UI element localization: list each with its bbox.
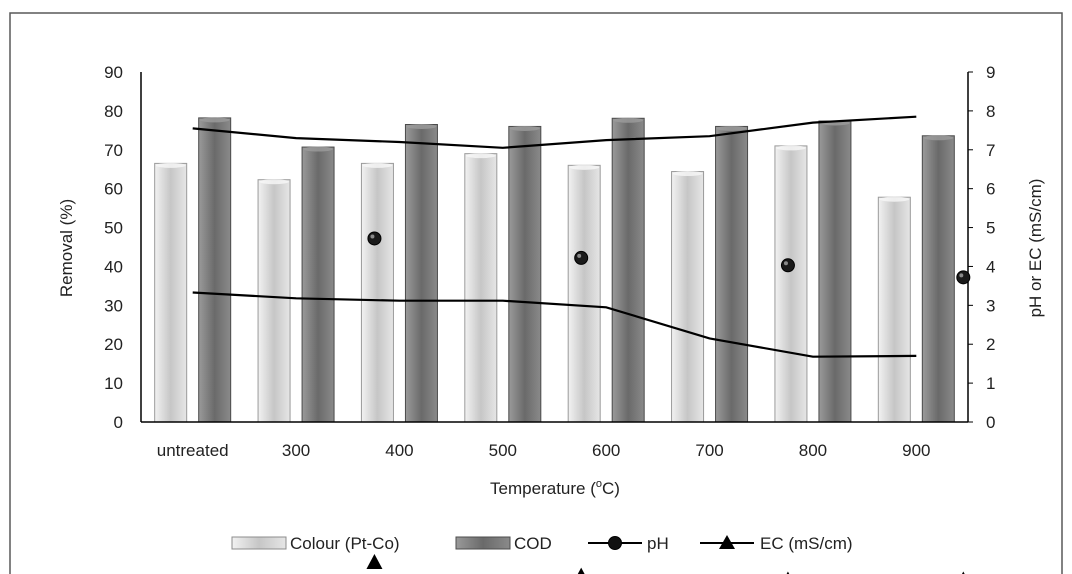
y2-tick-label-1: 1 [986,374,995,393]
bar-cod-700 [715,125,749,423]
marker-ph-highlight-600 [577,253,582,258]
y-axis-right-ticks: 0 1 2 3 4 5 6 7 8 9 [968,63,995,432]
bar-colour-untreated [154,162,188,423]
y2-tick-label-8: 8 [986,102,995,121]
x-tick-label-900: 900 [902,441,930,460]
y-tick-label-50: 50 [104,219,123,238]
bar-cap-colour-untreated [155,162,186,168]
y2-tick-label-2: 2 [986,335,995,354]
bar-cod-400 [404,124,438,423]
marker-ec-600 [577,567,585,574]
marker-ec-900 [961,571,965,574]
marker-ph-highlight-900 [959,273,964,278]
y-axis-title: Removal (%) [57,199,76,297]
x-tick-label-untreated: untreated [157,441,229,460]
series-lines [192,115,917,358]
bar-colour-800 [774,145,808,423]
y2-tick-label-4: 4 [986,257,995,276]
y2-tick-label-0: 0 [986,413,995,432]
bar-cap-cod-900 [923,135,954,141]
marker-ph-800 [780,258,795,273]
marker-ph-highlight-400 [370,234,375,239]
y2-tick-label-7: 7 [986,141,995,160]
bar-colour-600 [567,164,601,423]
bar-cod-900 [921,135,955,423]
marker-ph-900 [956,270,971,285]
y-tick-label-90: 90 [104,63,123,82]
legend-marker-ph [608,536,622,550]
bar-cap-colour-500 [465,153,496,159]
marker-ec-800 [786,571,790,574]
bar-cod-300 [301,146,335,423]
x-tick-label-400: 400 [385,441,413,460]
bar-cap-colour-700 [672,171,703,177]
marker-ph-400 [367,231,382,246]
bar-cap-colour-900 [879,196,910,202]
line-ph [192,115,917,149]
bar-cap-cod-700 [716,125,747,131]
bars [154,117,955,423]
x-tick-label-500: 500 [489,441,517,460]
bar-cap-colour-800 [775,145,806,151]
marker-ph-600 [574,250,589,265]
legend-label-cod: COD [514,534,552,553]
marker-ec-400 [366,554,383,569]
marker-ph-highlight-800 [783,261,788,266]
x-axis-title: Temperature (oC) [490,478,620,498]
x-axis-ticks: untreated 300 400 500 600 700 800 900 [157,441,931,460]
legend-swatch-colour [231,536,287,550]
y2-tick-label-5: 5 [986,219,995,238]
bar-colour-300 [257,179,291,423]
y-tick-label-80: 80 [104,102,123,121]
x-tick-label-700: 700 [695,441,723,460]
y-tick-label-10: 10 [104,374,123,393]
legend-label-ec: EC (mS/cm) [760,534,853,553]
y-tick-label-0: 0 [114,413,123,432]
x-tick-label-800: 800 [799,441,827,460]
y-tick-label-20: 20 [104,335,123,354]
bar-cap-cod-untreated [199,117,230,123]
legend-marker-ec [719,535,735,549]
legend-label-colour: Colour (Pt-Co) [290,534,400,553]
y-tick-label-70: 70 [104,141,123,160]
bar-cap-cod-300 [303,146,334,152]
bar-colour-900 [877,196,911,423]
y-tick-label-60: 60 [104,180,123,199]
series-markers [366,231,971,574]
bar-colour-400 [360,162,394,423]
y-tick-label-30: 30 [104,296,123,315]
y2-tick-label-3: 3 [986,296,995,315]
y2-tick-label-6: 6 [986,180,995,199]
bar-colour-700 [671,171,705,423]
bar-cap-cod-400 [406,124,437,129]
legend-swatch-cod [455,536,511,550]
bar-cod-500 [508,125,542,423]
x-axis-title-superscript: o [596,478,602,490]
x-axis-title-main: Temperature ( [490,479,596,498]
bar-colour-500 [464,153,498,423]
bar-cap-colour-300 [259,179,290,185]
line-ec [192,291,917,358]
chart-border [9,12,1063,574]
bar-cap-colour-400 [362,162,393,168]
legend-label-ph: pH [647,534,669,553]
y2-axis-title: pH or EC (mS/cm) [1026,179,1045,318]
x-tick-label-600: 600 [592,441,620,460]
bar-cod-untreated [198,117,232,423]
x-tick-label-300: 300 [282,441,310,460]
y-axis-left-ticks: 0 10 20 30 40 50 60 70 80 90 [104,63,123,432]
y2-tick-label-9: 9 [986,63,995,82]
y-tick-label-40: 40 [104,257,123,276]
x-axis-title-unit: C) [602,479,620,498]
legend: Colour (Pt-Co) COD pH EC (mS/cm) [231,534,853,553]
bar-cod-800 [818,120,852,423]
bar-cap-cod-500 [509,125,540,131]
bar-cod-600 [611,117,645,423]
bar-cap-colour-600 [569,164,600,170]
bar-cap-cod-600 [613,117,644,123]
